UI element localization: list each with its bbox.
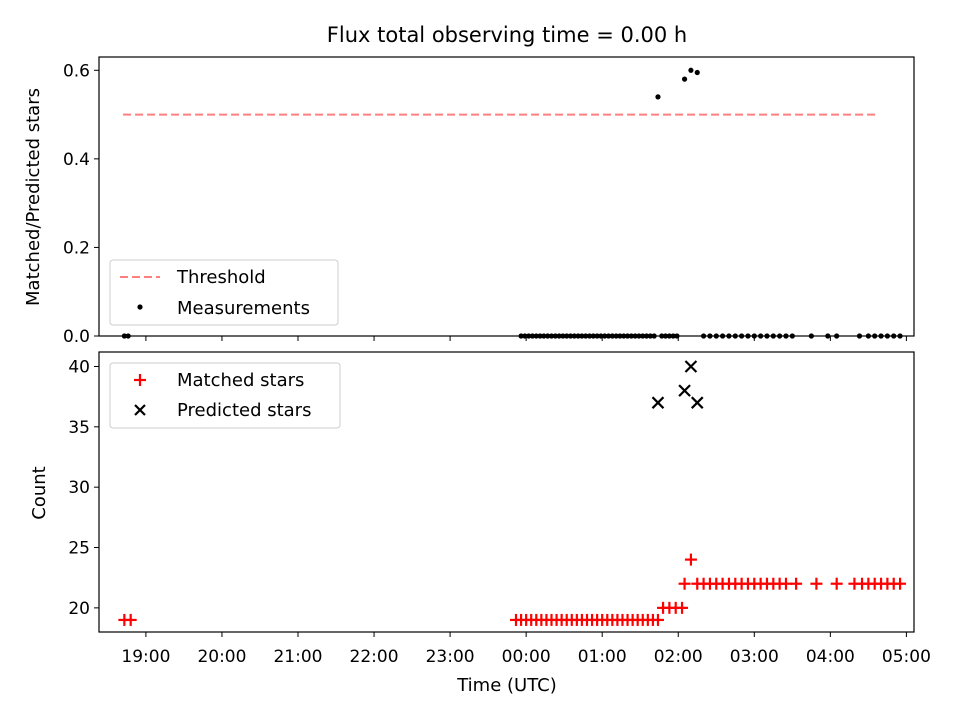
top-plot-frame [98, 56, 915, 337]
bottom-legend-box [109, 362, 341, 429]
top-legend-label-threshold: Threshold [176, 267, 266, 288]
measurements-legend-swatch [137, 304, 143, 310]
top-panel: 0.0 0.2 0.4 0.6 Matched/Predicted stars Thr… [23, 56, 915, 347]
measurement-point [688, 67, 694, 73]
chart-title: Flux total observing time = 0.00 h [327, 23, 687, 47]
x-tick-label: 22:00 [350, 647, 399, 667]
bottom-legend-label-matched: Matched stars [177, 370, 304, 391]
matched-star-marker [678, 577, 691, 590]
x-tick-label: 03:00 [730, 647, 779, 667]
top-y-tick-label: 0.4 [63, 150, 90, 170]
top-legend: Threshold Measurements [109, 259, 339, 326]
top-legend-box [109, 259, 339, 326]
matched-star-marker [894, 577, 907, 590]
bottom-y-tick-label: 25 [68, 539, 90, 559]
bottom-y-tick-label: 35 [68, 418, 90, 438]
bottom-y-tick-label: 20 [68, 599, 90, 619]
bottom-legend: Matched stars Predicted stars [109, 362, 341, 429]
x-tick-label: 02:00 [654, 647, 703, 667]
matched-star-marker [684, 553, 697, 566]
bottom-plot-marks [118, 360, 907, 626]
predicted-star-marker [651, 396, 665, 409]
matched-star-marker [779, 577, 792, 590]
x-tick-label: 05:00 [882, 647, 931, 667]
top-legend-label-measurements: Measurements [177, 298, 310, 319]
predicted-star-marker [690, 396, 704, 409]
bottom-y-tick-label: 40 [68, 357, 90, 377]
predicted-star-marker [684, 360, 698, 373]
predicted-star-marker [678, 384, 691, 397]
x-tick-label: 23:00 [426, 647, 475, 667]
top-y-tick-label: 0.0 [63, 327, 90, 347]
matched-legend-swatch [134, 374, 146, 386]
x-tick-label: 00:00 [502, 647, 551, 667]
x-axis-label: Time (UTC) [456, 675, 557, 696]
measurement-point [681, 76, 688, 82]
bottom-plot-frame [98, 351, 915, 633]
top-y-axis-label: Matched/Predicted stars [23, 88, 44, 306]
matched-star-marker [676, 601, 689, 614]
measurement-point [694, 69, 700, 76]
matched-star-marker [790, 577, 803, 590]
matched-star-marker [651, 613, 664, 626]
bottom-y-axis-label: Count [29, 466, 50, 519]
bottom-axes: 20 25 30 35 40 19:00 20:00 21:00 22:00 23:00 00:00… [68, 351, 931, 667]
top-y-tick-label: 0.6 [63, 61, 90, 81]
bottom-y-tick-label: 30 [68, 478, 90, 498]
x-tick-label: 04:00 [806, 647, 855, 667]
x-tick-label: 20:00 [197, 647, 246, 667]
x-tick-label: 19:00 [121, 647, 170, 667]
matched-star-marker [830, 577, 843, 590]
matched-star-marker [810, 577, 823, 590]
top-y-tick-label: 0.2 [63, 238, 90, 258]
bottom-legend-label-predicted: Predicted stars [177, 400, 311, 421]
predicted-legend-swatch [134, 404, 146, 416]
bottom-panel: 20 25 30 35 40 19:00 20:00 21:00 22:00 23:00 00:00… [29, 351, 931, 696]
x-tick-label: 21:00 [273, 647, 322, 667]
measurement-point [655, 94, 661, 100]
top-axes: 0.0 0.2 0.4 0.6 [63, 56, 915, 347]
matched-star-marker [124, 613, 137, 626]
x-tick-label: 01:00 [578, 647, 627, 667]
